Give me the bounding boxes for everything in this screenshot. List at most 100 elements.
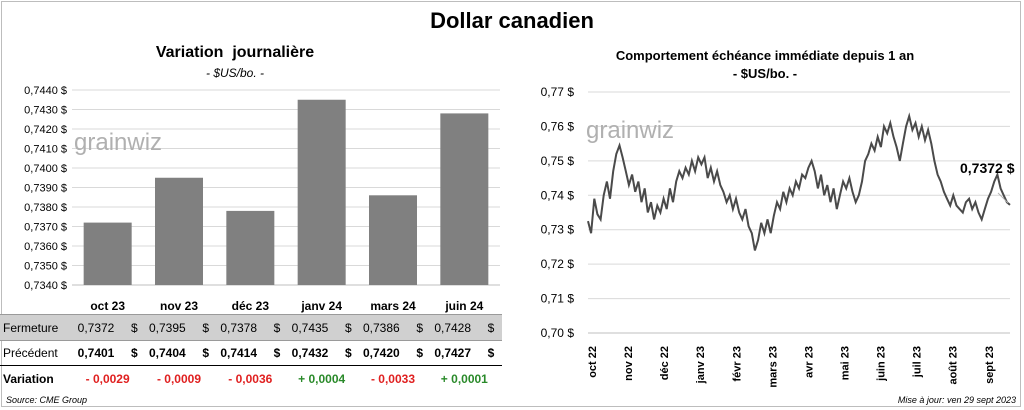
line-chart-y-axis: 0,70 $ 0,71 $ 0,72 $ 0,73 $ 0,74 $ 0,75 $ 0,76… [541,85,575,340]
row-label-previous: Précédent [3,346,58,360]
cell-value: 0,7414 [220,346,258,360]
watermark-logo: grainwiz [74,129,162,156]
bar [297,99,346,285]
y-tick-label: 0,77 $ [541,85,575,99]
x-tick-label: déc 23 [232,299,270,313]
y-tick-label: 0,74 $ [541,188,575,202]
bar [369,195,417,285]
y-tick-label: 0,76 $ [541,119,575,133]
table-row-close: Fermeture 0,7372 $0,7395 $0,7378 $0,7435 $0,… [0,314,502,341]
page-title: Dollar canadien [430,8,594,33]
cell-value: 0,7420 [363,346,400,360]
y-tick-label: 0,7410 $ [24,144,67,156]
table-cell: - 0,0036 [220,372,280,386]
y-tick-label: 0,7340 $ [24,280,67,292]
table-row-variation: Variation - 0,0029 - 0,0009 - 0,0036 + 0,00… [0,365,502,391]
line-chart-title: Comportement échéance immédiate depuis 1… [615,48,915,63]
cell-value: 0,7378 [220,321,258,335]
x-tick-label: janv 24 [300,299,342,313]
bar [83,222,132,285]
y-tick-label: 0,73 $ [541,223,575,237]
bar-chart-bars [83,99,489,286]
x-tick-label: oct 23 [90,299,125,313]
cell-value: + 0,0004 [298,372,346,386]
cell-value: 0,7404 [149,346,186,360]
x-tick-label: sept 23 [984,346,996,384]
y-tick-label: 0,71 $ [541,292,575,306]
update-note: Mise à jour: ven 29 sept 2023 [897,395,1016,405]
currency-symbol: $ [202,321,209,335]
x-tick-label: nov 23 [160,299,198,313]
y-tick-label: 0,7430 $ [24,105,67,117]
x-tick-label: oct 22 [587,346,599,378]
currency-symbol: $ [416,346,423,360]
line-chart-subtitle: - $US/bo. - [732,66,798,81]
line-series [587,112,1011,251]
y-tick-label: 0,7370 $ [24,222,67,234]
x-tick-label: nov 22 [623,346,635,381]
cell-value: - 0,0009 [156,372,202,386]
x-tick-label: mai 23 [839,346,851,380]
x-tick-label: juin 23 [876,346,888,382]
y-tick-label: 0,7380 $ [24,202,67,214]
bar [226,210,275,285]
row-label-variation: Variation [3,372,54,386]
cell-value: 0,7401 [77,346,115,360]
cell-value: 0,7386 [363,321,400,335]
y-tick-label: 0,7360 $ [24,241,67,253]
y-tick-label: 0,7350 $ [24,261,67,273]
bar-chart-subtitle: - $US/bo. - [205,66,265,80]
currency-symbol: $ [344,346,352,360]
line-chart-x-axis: oct 22 nov 22 déc 22 janv 23 févr 23 mars 23 a… [587,346,996,388]
currency-symbol: $ [202,346,209,360]
bar-chart-y-axis: 0,7340 $ 0,7350 $ 0,7360 $ 0,7370 $ 0,7380 $… [24,85,67,292]
table-row-previous: Précédent 0,7401 $0,7404 $0,7414 $0,7432 $0,… [0,340,502,365]
y-tick-label: 0,7440 $ [24,85,67,97]
watermark-logo: grainwiz [586,117,674,144]
currency-symbol: $ [487,321,495,335]
line-chart-grid [588,91,1010,334]
cell-value: + 0,0001 [440,372,488,386]
y-tick-label: 0,7420 $ [24,124,67,136]
y-tick-label: 0,7390 $ [24,183,67,195]
line-chart: 0,70 $ 0,71 $ 0,72 $ 0,73 $ 0,74 $ 0,75 $ 0,76… [541,85,1015,388]
x-tick-label: mars 24 [370,299,416,313]
cell-value: - 0,0029 [85,372,130,386]
cell-value: 0,7435 [291,321,329,335]
x-tick-label: juil 23 [912,346,924,378]
currency-symbol: $ [273,346,281,360]
last-value-label: 0,7372 $ [960,160,1015,176]
row-label-close: Fermeture [3,321,59,335]
table-cell: - 0,0033 [363,372,423,386]
x-tick-label: févr 23 [731,346,743,381]
y-tick-label: 0,72 $ [541,257,575,271]
y-tick-label: 0,70 $ [541,326,575,340]
currency-symbol: $ [130,321,138,335]
currency-symbol: $ [416,321,423,335]
cell-value: 0,7395 [149,321,186,335]
bar-chart-grid [72,89,500,286]
cell-value: - 0,0033 [370,372,416,386]
source-note: Source: CME Group [6,395,88,405]
cell-value: 0,7428 [434,321,472,335]
cell-value: 0,7432 [291,346,329,360]
x-tick-label: avr 23 [803,346,815,378]
cell-value: - 0,0036 [228,372,273,386]
currency-symbol: $ [487,346,495,360]
bar [440,113,489,286]
x-tick-label: déc 22 [659,346,671,380]
x-tick-label: août 23 [948,346,960,385]
cell-value: 0,7427 [434,346,472,360]
last-value-pointer [997,192,1009,204]
table-cell: - 0,0029 [78,372,138,386]
bar-chart: 0,7340 $ 0,7350 $ 0,7360 $ 0,7370 $ 0,7380 $… [24,85,500,313]
x-tick-label: mars 23 [767,346,779,388]
y-tick-label: 0,7400 $ [24,163,67,175]
x-tick-label: juin 24 [444,299,483,313]
currency-symbol: $ [130,346,138,360]
currency-symbol: $ [344,321,352,335]
table-cell: + 0,0001 [434,372,494,386]
y-tick-label: 0,75 $ [541,154,575,168]
table-cell: + 0,0004 [292,372,352,386]
